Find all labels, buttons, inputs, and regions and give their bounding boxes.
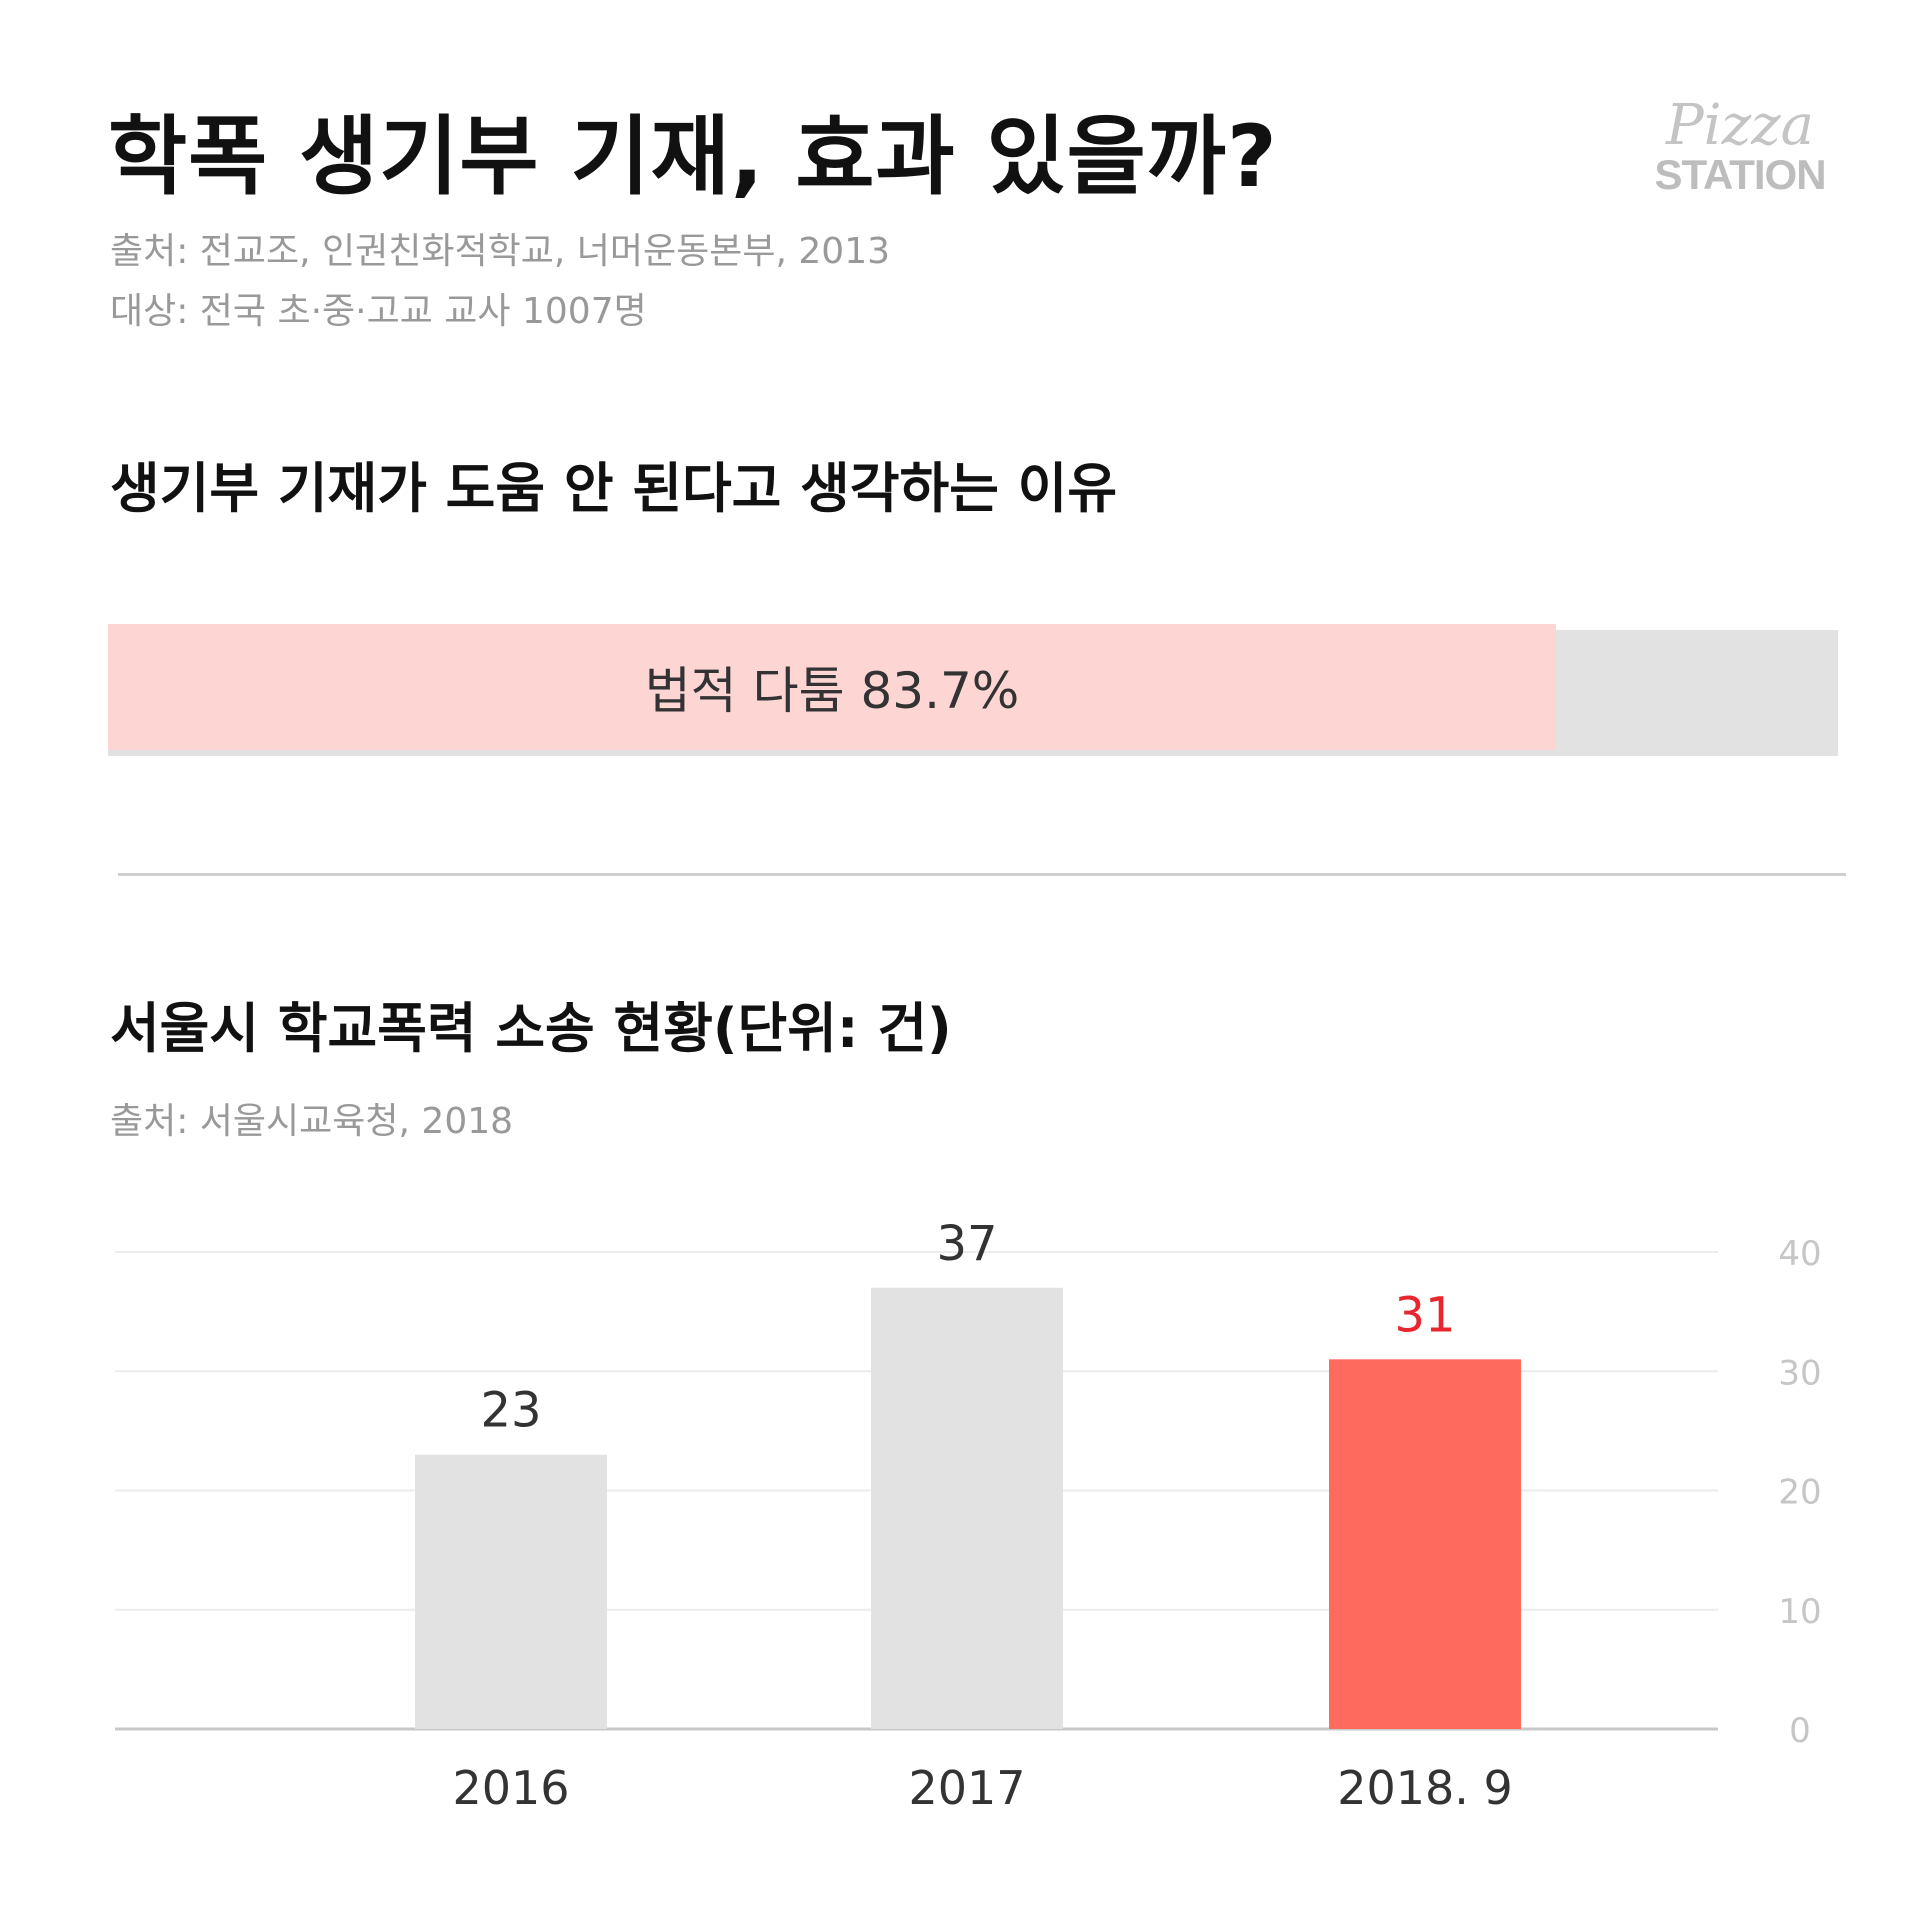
x-category-label: 2018. 9	[1337, 1761, 1513, 1815]
survey-chart-title: 생기부 기재가 도움 안 된다고 생각하는 이유	[110, 457, 1118, 520]
section-divider	[118, 873, 1846, 876]
bar-value-label: 37	[936, 1216, 997, 1272]
survey-bar-label: 법적 다툼 83.7%	[644, 662, 1020, 720]
bar-value-label: 23	[480, 1383, 541, 1439]
y-tick-label: 40	[1778, 1234, 1821, 1274]
page-title: 학폭 생기부 기재, 효과 있을까?	[108, 107, 1278, 207]
logo-script-text: Pizza	[1666, 93, 1814, 158]
survey-bar-fill: 법적 다툼 83.7%	[108, 624, 1556, 750]
x-category-label: 2016	[452, 1761, 569, 1815]
y-tick-label: 10	[1778, 1592, 1821, 1632]
lawsuit-bar-chart: 0 10 20 30 40 23 2016 37 2017 31 2018. 9	[115, 1216, 1822, 1815]
bar-2016	[415, 1454, 607, 1729]
brand-logo: Pizza STATION	[1640, 98, 1840, 196]
survey-stacked-bar: 법적 다툼 83.7%	[108, 624, 1838, 756]
bar-2018-9	[1329, 1359, 1521, 1729]
lawsuit-source: 출처: 서울시교육청, 2018	[110, 1101, 514, 1142]
bar-value-label: 31	[1394, 1287, 1455, 1343]
survey-target: 대상: 전국 초·중·고교 교사 1007명	[110, 291, 647, 332]
survey-source: 출처: 전교조, 인권친화적학교, 너머운동본부, 2013	[110, 231, 891, 272]
lawsuit-chart-title: 서울시 학교폭력 소송 현황(단위: 건)	[110, 997, 952, 1060]
y-tick-label: 20	[1778, 1473, 1821, 1513]
y-tick-label: 30	[1778, 1353, 1821, 1393]
bar-2017	[871, 1287, 1063, 1729]
logo-wordmark: STATION	[1654, 151, 1826, 198]
x-category-label: 2017	[908, 1761, 1025, 1815]
y-tick-label: 0	[1789, 1711, 1811, 1751]
